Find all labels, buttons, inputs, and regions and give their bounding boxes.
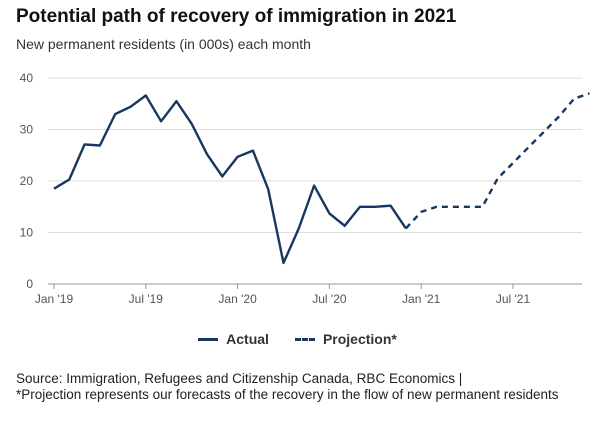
projection-footnote: *Projection represents our forecasts of … [16,387,559,402]
source-line: Source: Immigration, Refugees and Citize… [16,371,463,386]
legend-item-projection: Projection* [294,331,397,347]
x-tick-label: Jul '20 [312,292,347,306]
x-tick-label: Jan '19 [35,292,74,306]
actual-series-line [53,94,407,265]
legend-swatch-projection [294,337,315,341]
projection-series-line [405,92,590,230]
y-tick-label: 40 [20,71,34,85]
x-axis-ticks: Jan '19 Jul '19 Jan '20 Jul '20 Jan '21 Jul '… [35,284,531,306]
legend-item-actual: Actual [198,331,269,347]
legend: Actual Projection* [0,331,595,347]
chart-title: Potential path of recovery of immigratio… [16,6,457,27]
y-tick-label: 0 [26,277,33,291]
x-tick-label: Jul '19 [129,292,164,306]
legend-swatch-actual [198,337,219,341]
x-tick-label: Jan '20 [218,292,257,306]
grid-lines [48,77,582,285]
y-tick-label: 20 [20,174,34,188]
x-tick-label: Jan '21 [402,292,441,306]
chart-subtitle: New permanent residents (in 000s) each m… [16,36,311,52]
y-tick-label: 10 [20,226,34,240]
legend-label-actual: Actual [226,331,269,347]
series-lines [53,92,590,265]
x-tick-label: Jul '21 [496,292,531,306]
y-axis-ticks: 0 10 20 30 40 [20,71,34,291]
legend-label-projection: Projection* [322,331,397,347]
source-note: Source: Immigration, Refugees and Citize… [16,371,576,403]
y-tick-label: 30 [20,123,34,137]
